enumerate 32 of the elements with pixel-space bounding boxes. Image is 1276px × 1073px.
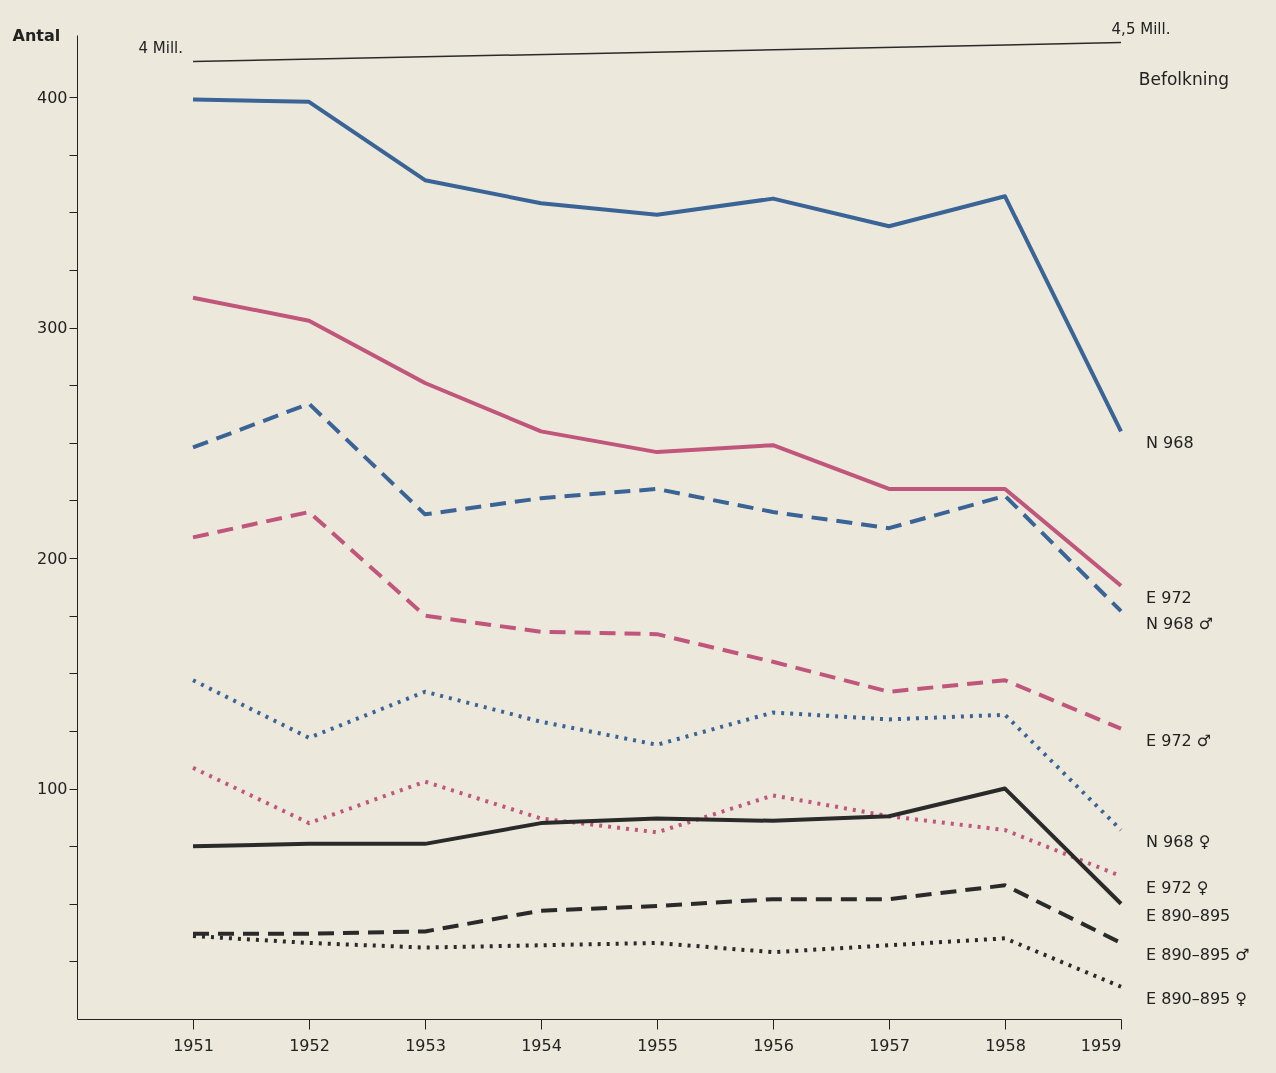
x-tick-label: 1956 (753, 1035, 794, 1055)
line-series (191, 97, 1123, 434)
series-label: E 890–895 ♂ (1146, 944, 1250, 964)
line-series (191, 401, 1123, 614)
series-label: E 972 (1146, 587, 1192, 607)
line-series (191, 295, 1123, 588)
text: Befolkning (1138, 69, 1229, 89)
line-series (191, 678, 1123, 833)
x-tick-label: 1957 (869, 1035, 910, 1055)
x-tick-label: 1958 (985, 1035, 1026, 1055)
x-tick-label: 1951 (173, 1035, 214, 1055)
line-series (191, 786, 1123, 906)
y-axis-title: Antal (12, 25, 61, 45)
y-tick-label: 200 (36, 548, 68, 568)
x-tick-label: 1952 (289, 1035, 330, 1055)
series-label: E 972 ♀ (1146, 878, 1209, 898)
x-tick-label: 1954 (521, 1035, 562, 1055)
y-tick-label: 400 (36, 87, 68, 107)
y-tick-label: 300 (36, 318, 68, 338)
series-label: N 968 ♀ (1146, 832, 1211, 852)
data-label: 4,5 Mill. (1111, 19, 1171, 38)
series-label: E 890–895 ♀ (1146, 988, 1248, 1008)
series-label: N 968 (1146, 433, 1194, 453)
series-label: N 968 ♂ (1146, 613, 1214, 633)
x-tick-label: 1953 (405, 1035, 446, 1055)
series-label: E 972 ♂ (1146, 730, 1212, 750)
line-series (191, 510, 1123, 731)
x-tick-label: 1955 (637, 1035, 678, 1055)
y-tick-label: 100 (36, 779, 68, 799)
x-tick-label: 1959 (1080, 1035, 1122, 1055)
data-label: 4 Mill. (138, 38, 183, 57)
series-label: E 890–895 (1146, 905, 1231, 925)
